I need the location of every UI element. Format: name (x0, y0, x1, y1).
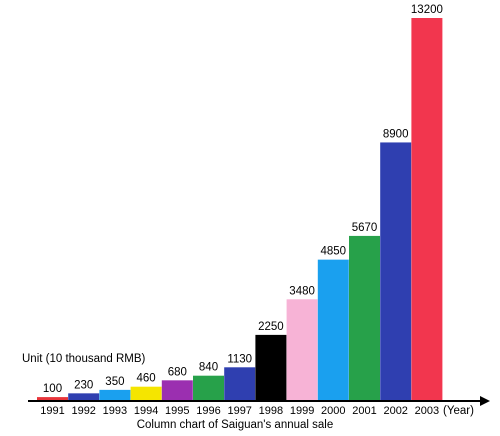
chart-title-text: Column chart of Saiguan's annual sale (136, 419, 334, 431)
tick-label-2000: 2000 (321, 405, 345, 417)
bar-1991 (37, 397, 68, 400)
tick-label-1998: 1998 (259, 405, 283, 417)
x-axis-label: (Year) (443, 405, 474, 417)
bar-1999 (286, 299, 318, 400)
bars-group (37, 18, 443, 400)
value-label-2003: 13200 (411, 4, 443, 16)
tick-label-2001: 2001 (352, 405, 376, 417)
tick-labels-group: 1991 1992 1993 1994 1995 1996 1997 1998 1999 2000… (40, 405, 439, 417)
bar-2001 (349, 235, 380, 400)
tick-label-1993: 1993 (103, 405, 127, 417)
value-label-2001: 5670 (352, 222, 378, 234)
value-label-1996: 840 (199, 362, 218, 374)
tick-label-2002: 2002 (383, 405, 407, 417)
value-label-1992: 230 (74, 379, 93, 391)
bar-1998 (255, 334, 287, 400)
bar-1995 (161, 380, 193, 400)
bar-1997 (224, 367, 256, 400)
value-label-1995: 680 (168, 366, 187, 378)
bar-1993 (99, 389, 131, 400)
bar-1992 (68, 393, 100, 400)
tick-label-1991: 1991 (40, 405, 64, 417)
value-label-1991: 100 (43, 383, 62, 395)
value-label-2000: 4850 (321, 246, 347, 258)
tick-label-1996: 1996 (196, 405, 220, 417)
value-label-1997: 1130 (227, 353, 252, 365)
bar-1994 (130, 386, 162, 400)
tick-label-1995: 1995 (165, 405, 189, 417)
value-label-2002: 8900 (383, 128, 409, 140)
tick-label-1994: 1994 (134, 405, 158, 417)
chart-title: Column chart of Saiguan's annual sale (0, 419, 500, 431)
bar-2003 (411, 18, 443, 400)
value-label-1994: 460 (137, 373, 156, 385)
tick-label-1999: 1999 (290, 405, 314, 417)
x-axis-arrow (480, 396, 490, 406)
value-label-1998: 2250 (258, 321, 284, 333)
tick-label-2003: 2003 (415, 405, 439, 417)
bar-2002 (380, 142, 412, 400)
bar-1996 (193, 375, 224, 400)
bar-2000 (317, 259, 349, 400)
value-labels-group: 100 230 350 460 680 840 1130 2250 3480 4850 5670 89… (43, 4, 443, 395)
value-label-1993: 350 (105, 376, 124, 388)
tick-label-1992: 1992 (71, 405, 95, 417)
unit-label: Unit (10 thousand RMB) (22, 353, 146, 365)
tick-label-1997: 1997 (227, 405, 251, 417)
value-label-1999: 3480 (289, 285, 315, 297)
